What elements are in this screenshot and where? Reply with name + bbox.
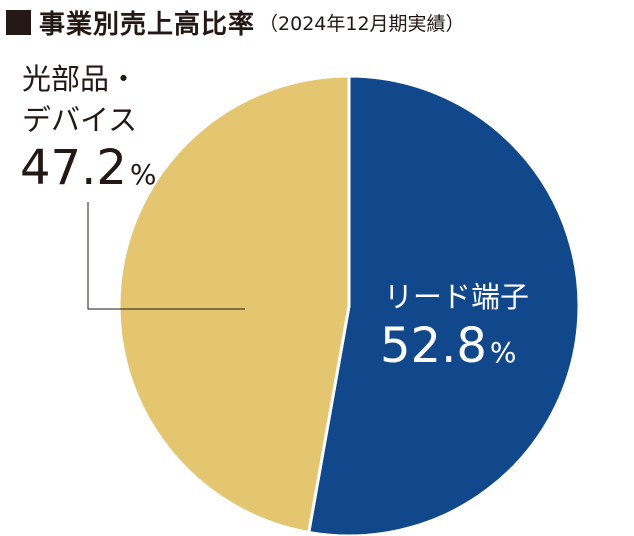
- chart-title: 事業別売上高比率 （2024年12月期実績）: [6, 4, 465, 40]
- slice-value-optical-unit: %: [130, 158, 157, 191]
- slice-value-optical: 47.2%: [20, 140, 156, 196]
- slice-label-lead: リード端子: [384, 280, 529, 314]
- pie-slice-lead-terminal: [307, 74, 581, 536]
- slice-value-lead-number: 52.8: [380, 318, 487, 374]
- slice-value-lead-unit: %: [490, 336, 517, 369]
- slice-value-lead: 52.8%: [380, 318, 516, 374]
- title-square-icon: [6, 9, 31, 35]
- pie-slice-optical-device: [117, 74, 351, 535]
- title-main-text: 事業別売上高比率: [39, 9, 256, 40]
- pie-slices: [117, 74, 581, 536]
- slice-label-optical-line1: 光部品・: [22, 62, 138, 96]
- leader-line-optical: [87, 202, 245, 310]
- slice-value-optical-number: 47.2: [20, 140, 127, 196]
- title-sub-text: （2024年12月期実績）: [259, 12, 465, 35]
- slice-label-optical-line2: デバイス: [22, 103, 137, 137]
